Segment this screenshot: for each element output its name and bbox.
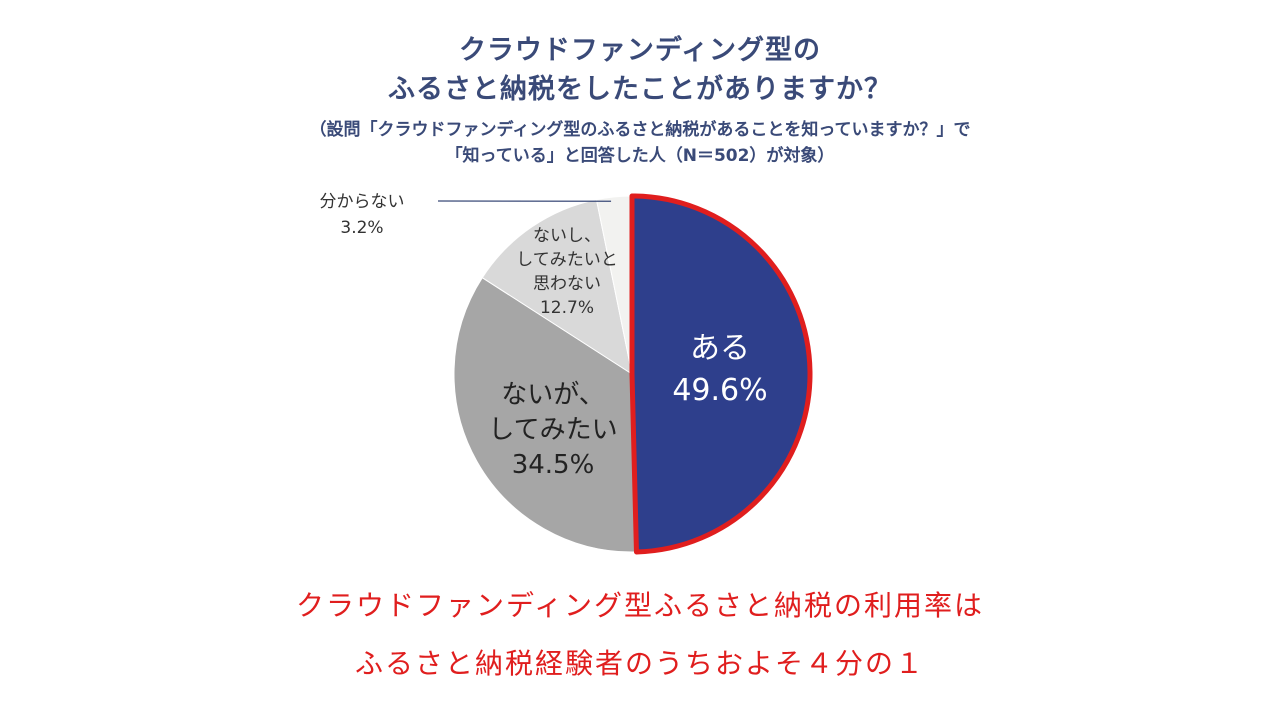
- caption-line1: クラウドファンディング型ふるさと納税の利用率は: [295, 589, 985, 622]
- chart-title-line1: クラウドファンディング型の: [458, 35, 822, 66]
- slice-label: 分からない 3.2%: [320, 192, 405, 238]
- chart-subtitle-line1: （設問「クラウドファンディング型のふるさと納税があることを知っていますか？」で: [309, 120, 971, 140]
- pie-slice: [453, 276, 637, 553]
- slice-label: ないが、してみたい 34.5%: [488, 380, 617, 480]
- highlight-outline: [629, 193, 813, 555]
- slice-label: ないし、してみたいと思わない 12.7%: [516, 226, 618, 318]
- chart-subtitle-line2: 「知っている」と回答した人（N＝502）が対象）: [445, 146, 835, 166]
- caption-line2: ふるさと納税経験者のうちおよそ４分の１: [354, 647, 925, 680]
- slice-label: ある 49.6%: [672, 331, 767, 408]
- chart-title-line2: ふるさと納税をしたことがありますか？: [388, 74, 892, 105]
